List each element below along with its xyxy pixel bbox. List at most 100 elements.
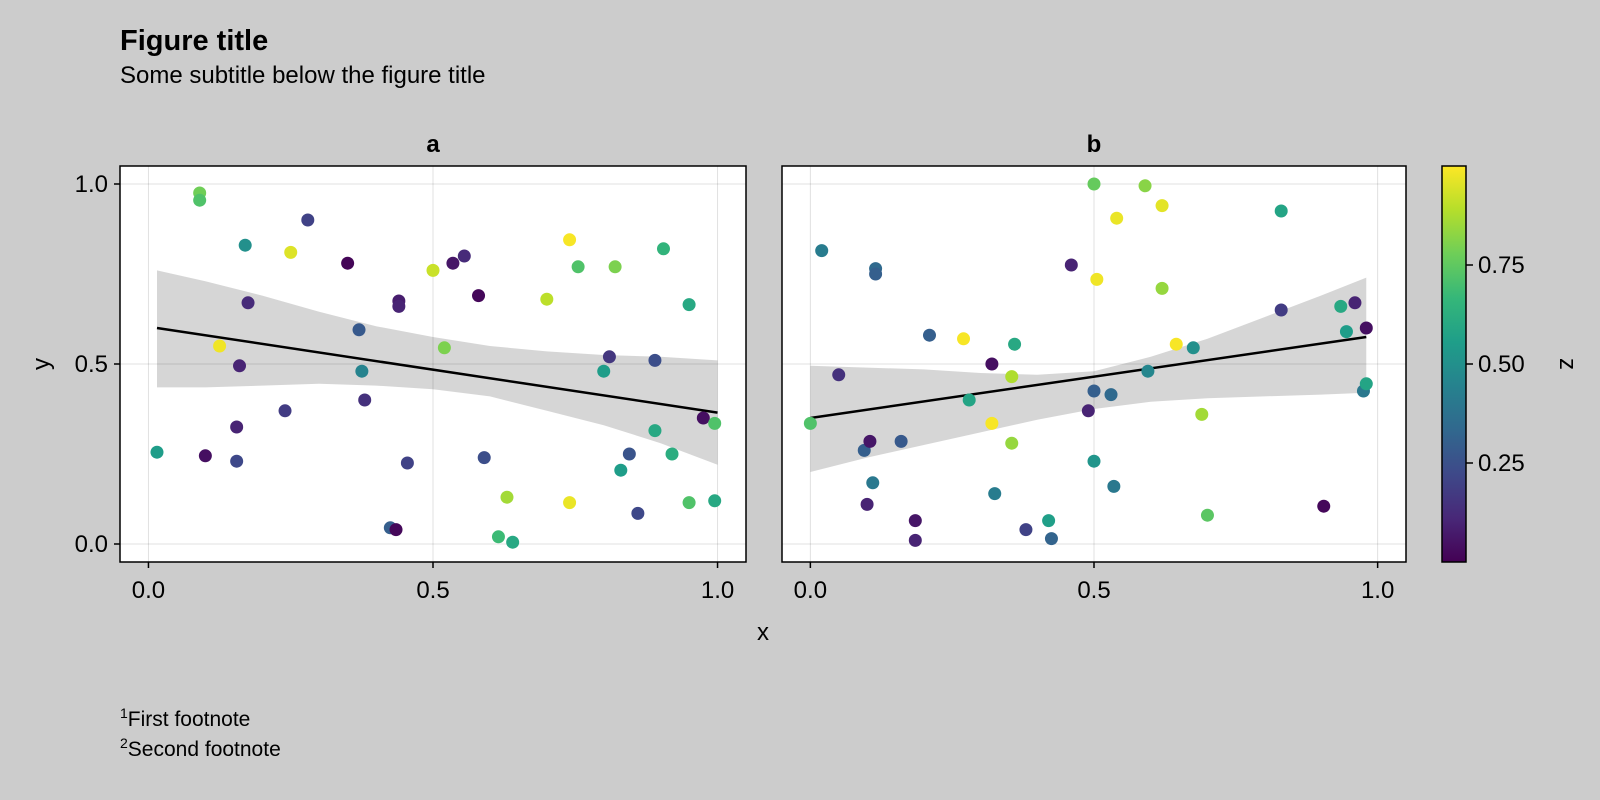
scatter-point bbox=[571, 260, 585, 274]
scatter-point bbox=[1348, 296, 1362, 310]
scatter-point bbox=[355, 364, 369, 378]
scatter-point bbox=[1339, 325, 1353, 339]
scatter-point bbox=[708, 494, 722, 508]
figure-subtitle: Some subtitle below the figure title bbox=[120, 62, 486, 89]
scatter-point bbox=[1155, 199, 1169, 213]
scatter-point bbox=[988, 487, 1002, 501]
scatter-point bbox=[665, 447, 679, 461]
scatter-point bbox=[1274, 204, 1288, 218]
y-tick-label: 0.5 bbox=[75, 351, 108, 378]
colorbar-ticks: 0.25 0.50 0.75 bbox=[1466, 252, 1525, 477]
scatter-point bbox=[1317, 499, 1331, 513]
scatter-point bbox=[648, 424, 662, 438]
scatter-point bbox=[213, 339, 227, 353]
scatter-point bbox=[803, 416, 817, 430]
scatter-point bbox=[1005, 436, 1019, 450]
scatter-point bbox=[341, 256, 355, 270]
x-tick-label: 1.0 bbox=[701, 577, 734, 604]
panel-b: b 0.0 0.5 1.0 bbox=[781, 131, 1407, 604]
scatter-point bbox=[614, 463, 628, 477]
scatter-point bbox=[563, 496, 577, 510]
scatter-point bbox=[301, 213, 315, 227]
x-tick-label: 0.5 bbox=[416, 577, 449, 604]
scatter-point bbox=[985, 416, 999, 430]
scatter-point bbox=[1064, 258, 1078, 272]
colorbar-tick-label: 0.50 bbox=[1478, 351, 1525, 378]
footnotes: 1First footnote 2Second footnote bbox=[120, 705, 281, 761]
scatter-point bbox=[352, 323, 366, 337]
scatter-point bbox=[1104, 388, 1118, 402]
scatter-point bbox=[682, 496, 696, 510]
scatter-point bbox=[437, 341, 451, 355]
colorbar-bar bbox=[1441, 165, 1467, 563]
regression-line bbox=[156, 326, 718, 414]
footnote-1: 1First footnote bbox=[120, 705, 250, 731]
scatter-point bbox=[358, 393, 372, 407]
panel-b-background bbox=[782, 166, 1406, 562]
confidence-band bbox=[156, 270, 718, 465]
scatter-point bbox=[1087, 177, 1101, 191]
panel-a-points bbox=[150, 186, 722, 549]
scatter-point bbox=[540, 292, 554, 306]
scatter-point bbox=[1107, 479, 1121, 493]
panel-a: a 0.0 0.5 1.0 0.0 0.5 1.0 bbox=[75, 131, 747, 604]
scatter-point bbox=[278, 404, 292, 418]
panel-b-confidence-band bbox=[810, 277, 1367, 472]
scatter-point bbox=[1087, 454, 1101, 468]
panel-b-grid bbox=[782, 166, 1406, 562]
scatter-point bbox=[284, 245, 298, 259]
scatter-point bbox=[1044, 532, 1058, 546]
y-tick-label: 0.0 bbox=[75, 531, 108, 558]
colorbar-tick-label: 0.75 bbox=[1478, 252, 1525, 279]
panel-a-regression-line bbox=[156, 326, 718, 414]
scatter-point bbox=[622, 447, 636, 461]
scatter-point bbox=[1005, 370, 1019, 384]
panel-b-points bbox=[803, 177, 1373, 547]
scatter-point bbox=[696, 411, 710, 425]
scatter-point bbox=[1081, 404, 1095, 418]
scatter-point bbox=[506, 535, 520, 549]
scatter-point bbox=[426, 263, 440, 277]
scatter-point bbox=[1334, 299, 1348, 313]
scatter-point bbox=[150, 445, 164, 459]
scatter-point bbox=[563, 233, 577, 247]
panel-a-y-ticks: 0.0 0.5 1.0 bbox=[75, 171, 120, 558]
scatter-point bbox=[1169, 337, 1183, 351]
scatter-point bbox=[1186, 341, 1200, 355]
scatter-point bbox=[631, 506, 645, 520]
scatter-point bbox=[238, 238, 252, 252]
scatter-point bbox=[193, 193, 207, 207]
x-tick-label: 0.5 bbox=[1077, 577, 1110, 604]
scatter-point bbox=[682, 298, 696, 312]
colorbar: 0.25 0.50 0.75 z bbox=[1441, 165, 1581, 563]
colorbar-label: z bbox=[1554, 358, 1581, 370]
scatter-point bbox=[1090, 272, 1104, 286]
scatter-point bbox=[1274, 303, 1288, 317]
scatter-point bbox=[472, 289, 486, 303]
y-tick-label: 1.0 bbox=[75, 171, 108, 198]
scatter-point bbox=[894, 434, 908, 448]
scatter-point bbox=[708, 416, 722, 430]
scatter-point bbox=[602, 350, 616, 364]
scatter-point bbox=[908, 533, 922, 547]
panel-a-grid bbox=[120, 166, 746, 562]
scatter-point bbox=[1019, 523, 1033, 537]
footnote-1-text: First footnote bbox=[128, 708, 251, 731]
scatter-point bbox=[457, 249, 471, 263]
footnote-1-marker: 1 bbox=[120, 705, 128, 721]
x-axis-label: x bbox=[757, 619, 769, 646]
scatter-point bbox=[908, 514, 922, 528]
scatter-point bbox=[230, 454, 244, 468]
scatter-point bbox=[1042, 514, 1056, 528]
scatter-point bbox=[1008, 337, 1022, 351]
scatter-point bbox=[608, 260, 622, 274]
scatter-point bbox=[241, 296, 255, 310]
scatter-point bbox=[400, 456, 414, 470]
scatter-point bbox=[477, 451, 491, 465]
scatter-point bbox=[1195, 407, 1209, 421]
scatter-point bbox=[233, 359, 247, 373]
scatter-point bbox=[866, 476, 880, 490]
scatter-point bbox=[1110, 211, 1124, 225]
colorbar-tick-label: 0.25 bbox=[1478, 450, 1525, 477]
